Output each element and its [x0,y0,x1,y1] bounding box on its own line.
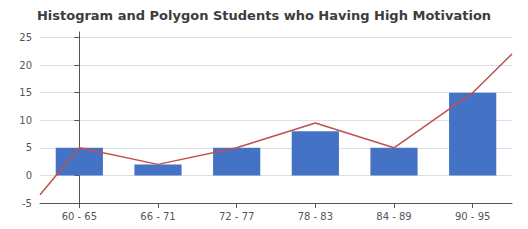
svg-text:60 - 65: 60 - 65 [62,211,97,222]
svg-text:66 - 71: 66 - 71 [140,211,175,222]
svg-text:5: 5 [26,142,32,153]
svg-text:78 - 83: 78 - 83 [298,211,333,222]
svg-text:72 - 77: 72 - 77 [219,211,254,222]
svg-text:0: 0 [26,170,32,181]
svg-text:15: 15 [19,87,32,98]
svg-text:Histogram and Polygon Students: Histogram and Polygon Students who Havin… [37,8,491,23]
svg-text:90 - 95: 90 - 95 [455,211,490,222]
svg-text:10: 10 [19,115,32,126]
svg-text:25: 25 [19,32,32,43]
svg-text:20: 20 [19,60,32,71]
svg-text:84 - 89: 84 - 89 [376,211,411,222]
svg-text:-5: -5 [22,198,32,209]
